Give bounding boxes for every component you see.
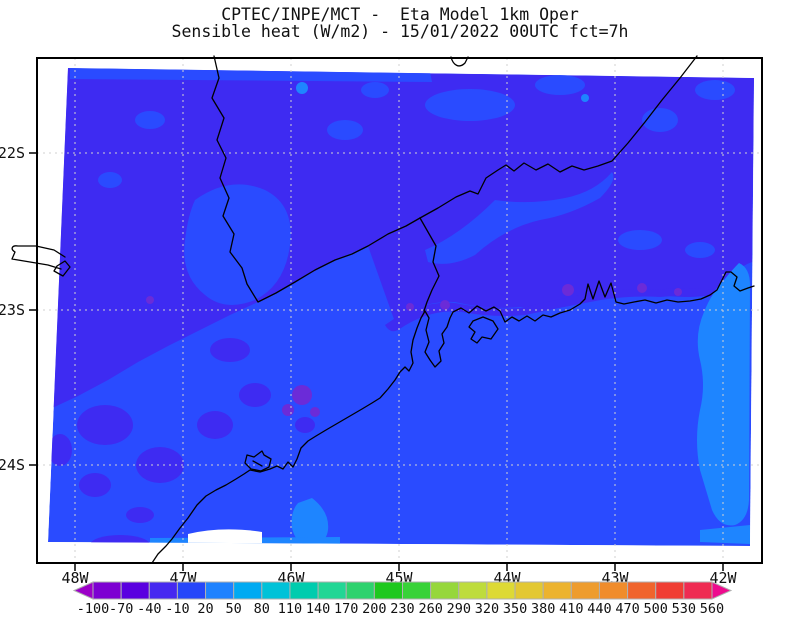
coastline-lagoon-west xyxy=(11,245,71,277)
state-border-northeast xyxy=(419,55,698,219)
colorbar-tick-label: 260 xyxy=(418,601,442,617)
colorbar-tick-label: 470 xyxy=(615,601,639,617)
colorbar-segment xyxy=(205,581,235,600)
colorbar-tick-label: 500 xyxy=(644,601,668,617)
colorbar-segment xyxy=(92,581,122,600)
colorbar-tick-label: 230 xyxy=(390,601,414,617)
colorbar-tick-label: -40 xyxy=(137,601,161,617)
colorbar-tick-label: 170 xyxy=(334,601,358,617)
lat-tick-label: 22S xyxy=(0,144,25,162)
axis-ticks xyxy=(29,152,724,571)
coastline-main xyxy=(151,271,755,564)
field-violet-mottling xyxy=(48,338,315,546)
colorbar-segment xyxy=(627,581,657,600)
colorbar-segment xyxy=(345,581,375,600)
colorbar: -100 -70 -40 -10 20 50 80 110 140 170 200 230 260 290… xyxy=(72,581,733,617)
colorbar-tick-label: -10 xyxy=(165,601,189,617)
colorbar-tick-label: 200 xyxy=(362,601,386,617)
colorbar-arrow-right xyxy=(711,581,733,600)
colorbar-segment xyxy=(542,581,572,600)
colorbar-segment xyxy=(655,581,685,600)
colorbar-segment xyxy=(570,581,600,600)
colorbar-segment xyxy=(289,581,319,600)
colorbar-segment xyxy=(598,581,629,600)
colorbar-segment xyxy=(373,581,404,600)
colorbar-segment xyxy=(430,581,460,600)
lon-tick-label: 48W xyxy=(61,569,89,587)
colorbar-tick-label: 320 xyxy=(475,601,499,617)
colorbar-segment xyxy=(317,581,347,600)
plot-title-line1: CPTEC/INPE/MCT - Eta Model 1km Oper xyxy=(221,5,579,24)
colorbar-tick-label: 560 xyxy=(700,601,724,617)
colorbar-tick-label: 110 xyxy=(278,601,302,617)
state-border-west xyxy=(211,55,421,303)
colorbar-segment xyxy=(120,581,150,600)
coastline-island xyxy=(468,316,499,344)
colorbar-segment xyxy=(683,581,713,600)
colorbar-segment xyxy=(486,581,516,600)
colorbar-tick-label: 20 xyxy=(197,601,213,617)
field-bottom-notch xyxy=(188,529,262,546)
lon-tick-label: 42W xyxy=(709,569,737,587)
colorbar-segment xyxy=(233,581,263,600)
border-arc-top xyxy=(450,56,469,67)
colorbar-tick-label: -100 xyxy=(77,601,110,617)
colorbar-segment xyxy=(514,581,544,600)
latlon-grid xyxy=(37,58,762,563)
data-field xyxy=(48,68,754,546)
colorbar-segment xyxy=(176,581,207,600)
map-frame xyxy=(36,57,763,564)
colorbar-tick-label: -70 xyxy=(109,601,133,617)
colorbar-tick-label: 350 xyxy=(503,601,527,617)
colorbar-tick-label: 50 xyxy=(226,601,242,617)
plot-title-line2: Sensible heat (W/m2) - 15/01/2022 00UTC … xyxy=(171,22,629,41)
colorbar-segment xyxy=(458,581,488,600)
colorbar-segment xyxy=(261,581,291,600)
colorbar-segment xyxy=(402,581,432,600)
colorbar-tick-label: 80 xyxy=(254,601,270,617)
colorbar-tick-label: 290 xyxy=(447,601,471,617)
colorbar-tick-label: 410 xyxy=(559,601,583,617)
colorbar-tick-label: 440 xyxy=(587,601,611,617)
field-purple-spots xyxy=(146,283,682,417)
state-border-south xyxy=(419,217,440,312)
coastline-santos-estuary xyxy=(244,450,272,472)
map-overlays xyxy=(11,55,755,564)
lat-tick-label: 23S xyxy=(0,301,25,319)
colorbar-segment xyxy=(148,581,178,600)
lat-tick-label: 24S xyxy=(0,456,25,474)
colorbar-tick-label: 380 xyxy=(531,601,555,617)
colorbar-tick-label: 140 xyxy=(306,601,330,617)
colorbar-tick-label: 530 xyxy=(672,601,696,617)
